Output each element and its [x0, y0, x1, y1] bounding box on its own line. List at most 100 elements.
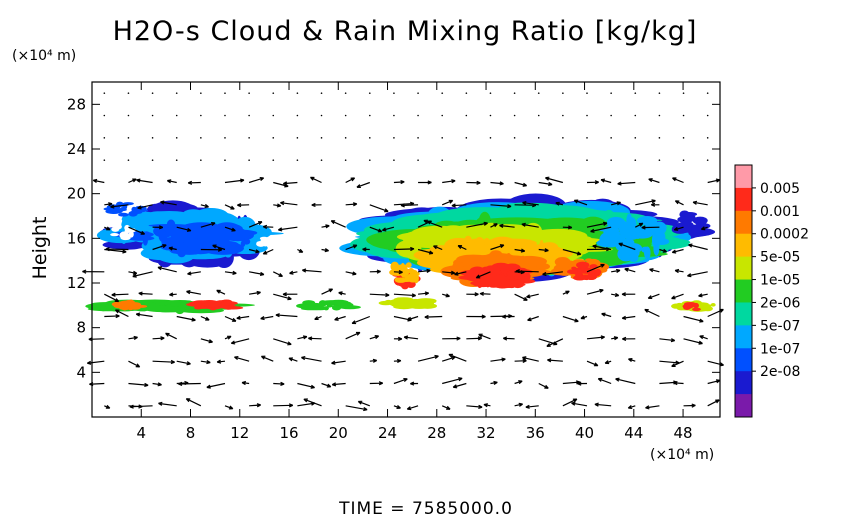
- wind-vector: [393, 179, 405, 185]
- field-blob: [396, 264, 409, 269]
- wind-vector: [138, 291, 153, 296]
- field-blob: [629, 225, 655, 239]
- wind-vector: [622, 336, 636, 342]
- wind-vector: [634, 114, 637, 117]
- wind-vector: [381, 226, 395, 232]
- wind-vector: [224, 315, 237, 322]
- colorbar-label: 2e-06: [760, 295, 800, 311]
- wind-vector: [586, 92, 588, 94]
- wind-vector: [82, 269, 105, 274]
- wind-vector: [706, 137, 709, 139]
- wind-vector: [586, 360, 599, 367]
- wind-vector: [562, 159, 564, 161]
- wind-vector: [308, 336, 322, 341]
- wind-vector: [521, 222, 539, 228]
- wind-vector: [610, 92, 612, 94]
- wind-vector: [230, 338, 250, 345]
- field-blob: [519, 236, 544, 240]
- wind-vector: [200, 359, 211, 365]
- x-tick-label: 48: [674, 424, 693, 442]
- wind-vector: [527, 315, 539, 322]
- wind-vector: [699, 335, 708, 340]
- wind-vector: [345, 331, 361, 340]
- wind-vector: [345, 244, 358, 251]
- wind-vector: [489, 137, 492, 139]
- wind-vector: [321, 288, 334, 295]
- colorbar-swatch: [735, 165, 752, 189]
- colorbar-swatch: [735, 233, 752, 258]
- wind-vector: [158, 401, 177, 407]
- wind-vector: [615, 377, 636, 385]
- wind-vector: [621, 292, 636, 297]
- wind-vector: [513, 137, 516, 139]
- wind-vector: [466, 336, 483, 341]
- wind-vector: [610, 159, 612, 161]
- wind-vector: [345, 271, 357, 276]
- wind-vector: [562, 398, 578, 407]
- wind-vector: [562, 248, 582, 256]
- wind-vector: [457, 244, 467, 251]
- wind-vector: [368, 114, 371, 117]
- field-blob: [113, 224, 122, 230]
- wind-vector: [522, 356, 539, 362]
- wind-vector: [282, 292, 298, 297]
- wind-vector: [700, 226, 708, 231]
- wind-vector-overlay: [82, 92, 724, 412]
- field-blob: [128, 305, 141, 310]
- wind-vector: [296, 114, 299, 117]
- wind-vector: [466, 404, 483, 409]
- wind-vector: [562, 315, 579, 323]
- wind-vector: [320, 159, 323, 161]
- field-blob: [576, 272, 582, 281]
- wind-vector: [442, 293, 450, 298]
- x-tick-label: 28: [427, 424, 446, 442]
- wind-vector: [248, 248, 260, 254]
- field-blob: [408, 267, 415, 274]
- field-blob: [113, 246, 141, 250]
- colorbar-swatch: [735, 256, 752, 281]
- wind-vector: [573, 199, 588, 206]
- wind-vector: [393, 159, 395, 161]
- wind-vector: [277, 226, 298, 232]
- wind-vector: [272, 271, 283, 277]
- wind-vector: [674, 268, 684, 274]
- wind-vector: [272, 114, 275, 117]
- wind-vector: [442, 336, 461, 341]
- wind-vector: [465, 92, 468, 94]
- wind-vector: [448, 353, 467, 362]
- wind-vector: [597, 377, 612, 385]
- field-blob: [602, 238, 611, 243]
- wind-vector: [224, 178, 245, 184]
- wind-vector: [441, 137, 444, 139]
- wind-vector: [604, 360, 612, 365]
- x-axis: 4 8 12 16 20 24 28 32 36 40 44 48: [136, 82, 693, 442]
- wind-vector: [393, 92, 395, 94]
- colorbar-label: 1e-05: [760, 273, 800, 289]
- wind-vector: [610, 114, 612, 117]
- wind-vector: [417, 354, 439, 362]
- wind-vector: [288, 357, 298, 362]
- wind-vector: [442, 179, 456, 184]
- wind-vector: [128, 178, 137, 184]
- wind-vector: [423, 219, 443, 228]
- field-blob: [194, 227, 224, 241]
- colorbar: 0.005 0.001 0.0002 5e-05 1e-05 2e-06 5e-07 1e-0…: [734, 164, 809, 418]
- wind-vector: [417, 114, 419, 117]
- time-label: TIME = 7585000.0: [338, 499, 513, 519]
- wind-vector: [393, 293, 416, 298]
- field-blob: [486, 273, 507, 282]
- plot-frame: [91, 81, 721, 418]
- wind-vector: [275, 313, 298, 318]
- wind-vector: [151, 159, 154, 161]
- field-blob: [682, 215, 697, 222]
- wind-vector: [393, 114, 395, 117]
- wind-vector: [344, 137, 347, 139]
- wind-vector: [369, 204, 389, 213]
- wind-vector: [237, 202, 250, 208]
- wind-vector: [442, 270, 456, 275]
- wind-vector: [513, 159, 516, 161]
- wind-vector: [483, 403, 491, 408]
- wind-vector: [586, 180, 599, 185]
- colorbar-swatch: [735, 279, 752, 303]
- field-blob: [687, 302, 697, 307]
